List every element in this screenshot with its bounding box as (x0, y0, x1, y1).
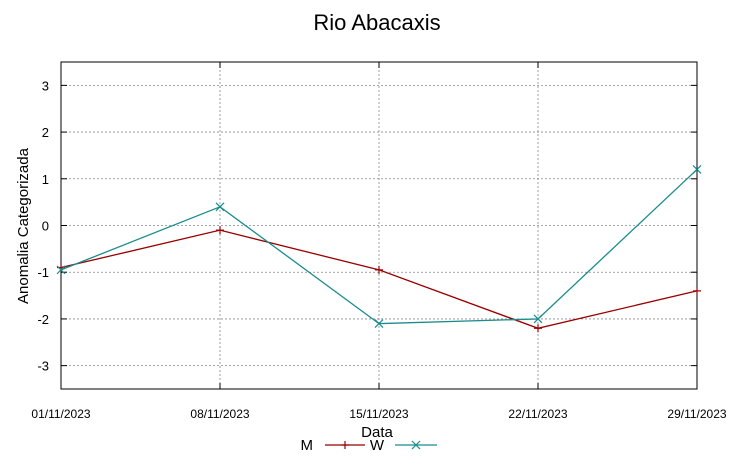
legend-item-m: M (301, 437, 365, 454)
series-w-point (56, 265, 66, 275)
legend-item-w: W (370, 437, 437, 454)
x-tick-label: 22/11/2023 (508, 407, 567, 421)
y-tick-label: -2 (37, 312, 49, 327)
y-tick-label: 0 (42, 219, 49, 234)
y-tick-label: 2 (42, 125, 49, 140)
x-tick-label: 29/11/2023 (667, 407, 726, 421)
chart-title: Rio Abacaxis (313, 10, 440, 35)
series-group (56, 165, 702, 333)
series-w (56, 165, 702, 329)
series-w-point (533, 314, 543, 324)
y-tick-label: 3 (42, 78, 49, 93)
x-tick-label: 08/11/2023 (190, 407, 249, 421)
legend-label: M (301, 437, 314, 454)
series-w-point (215, 202, 225, 212)
legend-swatch-marker (411, 440, 421, 450)
grid-lines (60, 62, 698, 389)
y-tick-label: -3 (37, 359, 49, 374)
series-w-point (692, 165, 702, 174)
x-axis-label: Data (361, 424, 393, 441)
y-tick-label: -1 (37, 265, 49, 280)
legend-label: W (370, 437, 385, 454)
x-tick-label: 15/11/2023 (349, 407, 408, 421)
y-tick-label: 1 (42, 172, 49, 187)
x-tick-label: 01/11/2023 (31, 407, 90, 421)
y-axis-ticks: 3 2 1 0 -1 -2 -3 (37, 78, 697, 374)
x-axis-ticks: 01/11/2023 08/11/2023 15/11/2023 22/11/2023… (31, 62, 727, 421)
series-w-point (374, 319, 384, 329)
y-axis-label: Anomalia Categorizada (15, 147, 32, 304)
